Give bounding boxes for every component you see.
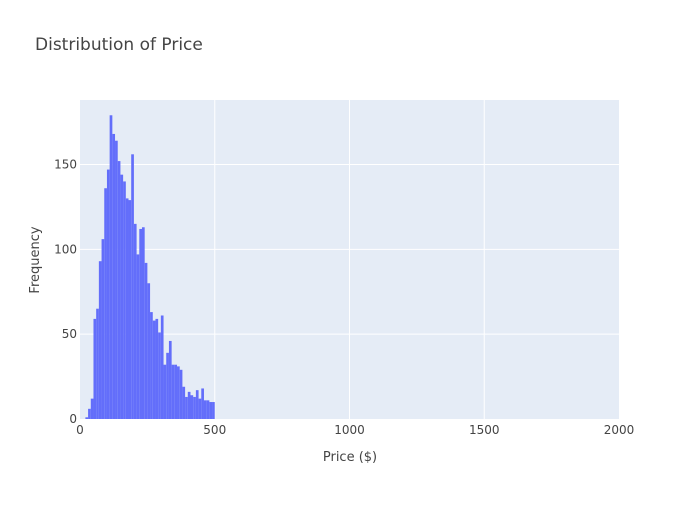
histogram-bar: [155, 318, 159, 419]
histogram-bar: [112, 133, 116, 420]
bars: [85, 115, 215, 420]
histogram-bar: [168, 340, 172, 419]
histogram-bar: [193, 396, 196, 419]
histogram-bar: [104, 188, 107, 419]
histogram-bar: [117, 161, 121, 419]
y-tick-label: 150: [54, 157, 77, 171]
histogram-bar: [187, 391, 191, 419]
histogram-bar: [106, 169, 110, 419]
histogram-bar: [139, 228, 142, 419]
histogram-bar: [123, 181, 126, 419]
histogram-bar: [198, 398, 202, 419]
histogram-bar: [152, 320, 156, 419]
x-tick-label: 2000: [604, 423, 635, 437]
histogram-bar: [201, 388, 204, 419]
histogram-bar: [133, 223, 137, 419]
histogram-bar: [190, 395, 194, 419]
histogram-bar: [115, 140, 118, 420]
histogram-bar: [160, 315, 164, 419]
histogram-bar: [166, 352, 169, 419]
x-tick-label: 500: [203, 423, 226, 437]
histogram-bar: [185, 396, 188, 419]
y-tick-label: 50: [62, 327, 77, 341]
x-tick-label: 1500: [469, 423, 500, 437]
histogram-bar: [93, 318, 97, 419]
histogram-bar: [147, 283, 151, 419]
chart-title: Distribution of Price: [35, 35, 203, 55]
histogram-bar: [144, 262, 148, 419]
histogram-bar: [163, 364, 167, 419]
histogram-bar: [85, 417, 89, 419]
histogram-bar: [98, 261, 102, 419]
histogram-bar: [128, 200, 132, 419]
histogram-bar: [141, 227, 145, 419]
x-tick-label: 1000: [334, 423, 365, 437]
histogram-bar: [158, 332, 161, 419]
histogram-bar: [206, 400, 210, 419]
histogram-bar: [212, 402, 215, 419]
histogram-bar: [101, 239, 105, 419]
histogram-bar: [195, 390, 199, 419]
histogram-bar: [177, 366, 180, 419]
y-tick-label: 0: [69, 412, 77, 426]
histogram-bar: [171, 364, 175, 419]
histogram-bar: [136, 254, 140, 419]
histogram-bar: [179, 369, 183, 419]
x-tick-label: 0: [76, 423, 84, 437]
y-tick-label: 100: [54, 242, 77, 256]
histogram-bar: [109, 115, 113, 420]
x-axis-title: Price ($): [323, 450, 377, 465]
histogram-bar: [150, 312, 153, 419]
histogram-bar: [88, 408, 91, 419]
histogram-bar: [131, 154, 134, 420]
histogram-bar: [125, 198, 129, 419]
y-axis-ticks: 0 50 100 150: [54, 157, 77, 426]
histogram-bar: [90, 398, 94, 419]
histogram-bar: [182, 386, 186, 419]
histogram-bar: [174, 364, 178, 419]
histogram-bar: [120, 174, 124, 419]
histogram-bar: [96, 308, 99, 419]
y-axis-title: Frequency: [28, 226, 43, 293]
grid-lines: [80, 100, 619, 419]
x-axis-ticks: 0 500 1000 1500 2000: [76, 423, 634, 437]
histogram-bar: [203, 400, 207, 419]
histogram-bar: [209, 402, 213, 419]
